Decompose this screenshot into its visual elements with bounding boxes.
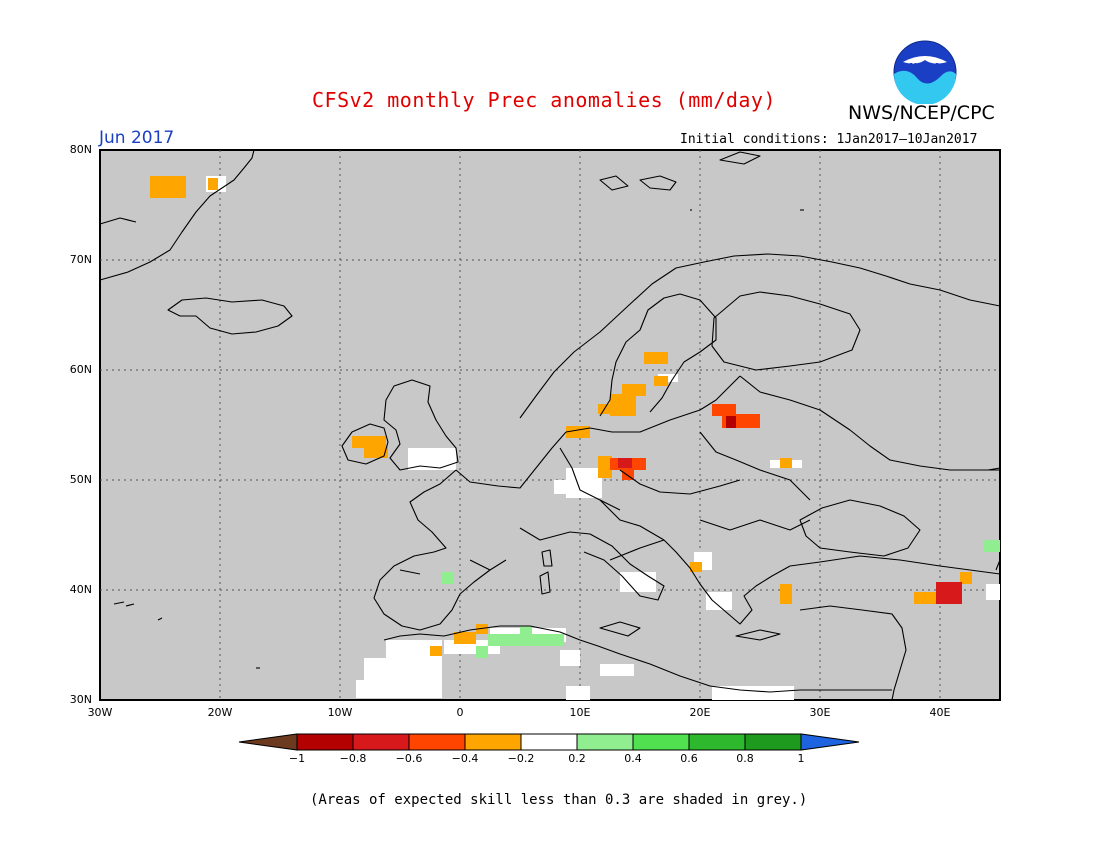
colorbar-label-0-8: 0.8 xyxy=(736,752,754,765)
colorbar-label-0-2: 0.2 xyxy=(568,752,586,765)
initial-conditions: Initial conditions: 1Jan2017–10Jan2017 xyxy=(680,132,978,147)
lat-label-50n: 50N xyxy=(69,473,92,486)
lat-label-60n: 60N xyxy=(69,363,92,376)
colorbar-label-1: 1 xyxy=(797,752,805,765)
anomaly-cells-light-green xyxy=(442,540,1000,658)
colorbar-label-0-4: 0.4 xyxy=(624,752,642,765)
lon-label-40e: 40E xyxy=(929,706,951,719)
lon-label-20e: 20E xyxy=(689,706,711,719)
lon-label-10e: 10E xyxy=(569,706,591,719)
colorbar-label-minus-0-4: −0.4 xyxy=(451,752,479,765)
colorbar-label-minus-0-6: −0.6 xyxy=(395,752,423,765)
anomaly-cells-dark-red xyxy=(726,416,736,428)
coastlines xyxy=(99,149,1001,701)
anomaly-cells-red xyxy=(618,458,962,604)
colorbar-label-minus-0-2: −0.2 xyxy=(507,752,535,765)
map-title: CFSv2 monthly Prec anomalies (mm/day) xyxy=(312,88,777,112)
agency-label: NWS/NCEP/CPC xyxy=(848,102,995,124)
lat-label-80n: 80N xyxy=(69,143,92,156)
lon-label-30e: 30E xyxy=(809,706,831,719)
forecast-month: Jun 2017 xyxy=(99,128,175,148)
noaa-logo-icon: NOAA xyxy=(893,40,957,104)
logo-text: NOAA xyxy=(909,62,941,73)
lon-label-0: 0 xyxy=(456,706,464,719)
lon-label-20w: 20W xyxy=(207,706,233,719)
anomaly-cells-orange xyxy=(150,176,972,656)
lon-label-30w: 30W xyxy=(87,706,113,719)
colorbar-label-minus-1: −1 xyxy=(288,752,306,765)
skill-note: (Areas of expected skill less than 0.3 a… xyxy=(310,792,808,808)
lat-label-30n: 30N xyxy=(69,693,92,706)
lat-label-40n: 40N xyxy=(69,583,92,596)
lon-gridlines xyxy=(219,150,941,700)
map-background xyxy=(99,149,1001,701)
anomaly-cells-white xyxy=(206,176,1000,700)
colorbar-label-0-6: 0.6 xyxy=(680,752,698,765)
lat-label-70n: 70N xyxy=(69,253,92,266)
colorbar-label-minus-0-8: −0.8 xyxy=(339,752,367,765)
lon-label-10w: 10W xyxy=(327,706,353,719)
